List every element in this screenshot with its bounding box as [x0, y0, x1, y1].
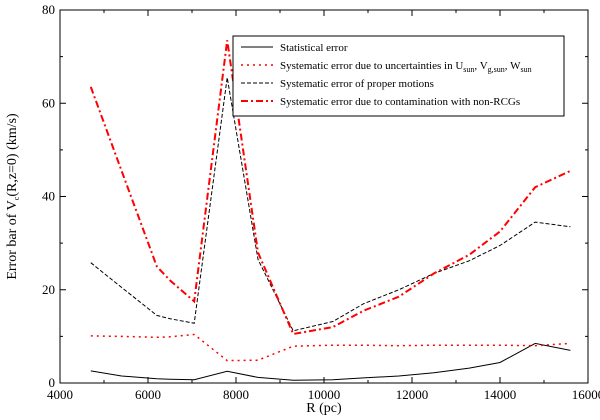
- x-tick-label: 10000: [308, 387, 341, 402]
- series-line-solar: [90, 333, 571, 362]
- legend-label-proper_motion: Systematic error of proper motions: [280, 78, 434, 90]
- legend-label-text: Systematic error of proper motions: [280, 78, 434, 90]
- series-layer: [89, 40, 571, 381]
- y-tick-label: 60: [42, 95, 55, 110]
- x-tick-label: 4000: [47, 387, 73, 402]
- legend-label-contamination: Systematic error due to contamination wi…: [280, 96, 520, 108]
- y-axis-title-sub: c: [12, 196, 21, 200]
- legend-label-text: Systematic error due to contamination wi…: [280, 96, 520, 108]
- x-tick-label: 8000: [223, 387, 249, 402]
- legend-label-text: , V: [474, 60, 487, 72]
- legend-box: [232, 35, 565, 117]
- y-tick-label: 20: [42, 282, 55, 297]
- legend: Statistical error Systematic error due to…: [232, 35, 565, 117]
- legend-label-text: Statistical error: [280, 42, 348, 54]
- y-tick-label: 80: [42, 2, 55, 17]
- legend-label-statistical: Statistical error: [280, 42, 348, 54]
- x-tick-label: 6000: [135, 387, 161, 402]
- legend-label-subscript: g,sun: [488, 65, 505, 74]
- x-tick-label: 12000: [396, 387, 429, 402]
- series-line-statistical: [90, 342, 571, 381]
- legend-label-subscript: sun: [463, 65, 474, 74]
- legend-label-subscript: sun: [520, 65, 531, 74]
- series-line-proper_motion: [90, 77, 571, 332]
- y-tick-label: 40: [42, 189, 55, 204]
- x-axis-title: R (pc): [306, 401, 342, 416]
- x-tick-label: 14000: [484, 387, 517, 402]
- legend-label-text: , W: [505, 60, 521, 72]
- y-axis-title-prefix: Error bar of V: [5, 200, 20, 279]
- legend-label-text: Systematic error due to uncertainties in…: [280, 60, 463, 72]
- y-tick-label: 0: [49, 375, 56, 390]
- legend-label-solar: Systematic error due to uncertainties in…: [280, 60, 532, 74]
- series-line-contamination: [89, 40, 571, 336]
- y-axis-title-suffix: (R,z=0) (km/s): [5, 113, 20, 197]
- y-axis-title: Error bar of Vc(R,z=0) (km/s): [5, 113, 21, 280]
